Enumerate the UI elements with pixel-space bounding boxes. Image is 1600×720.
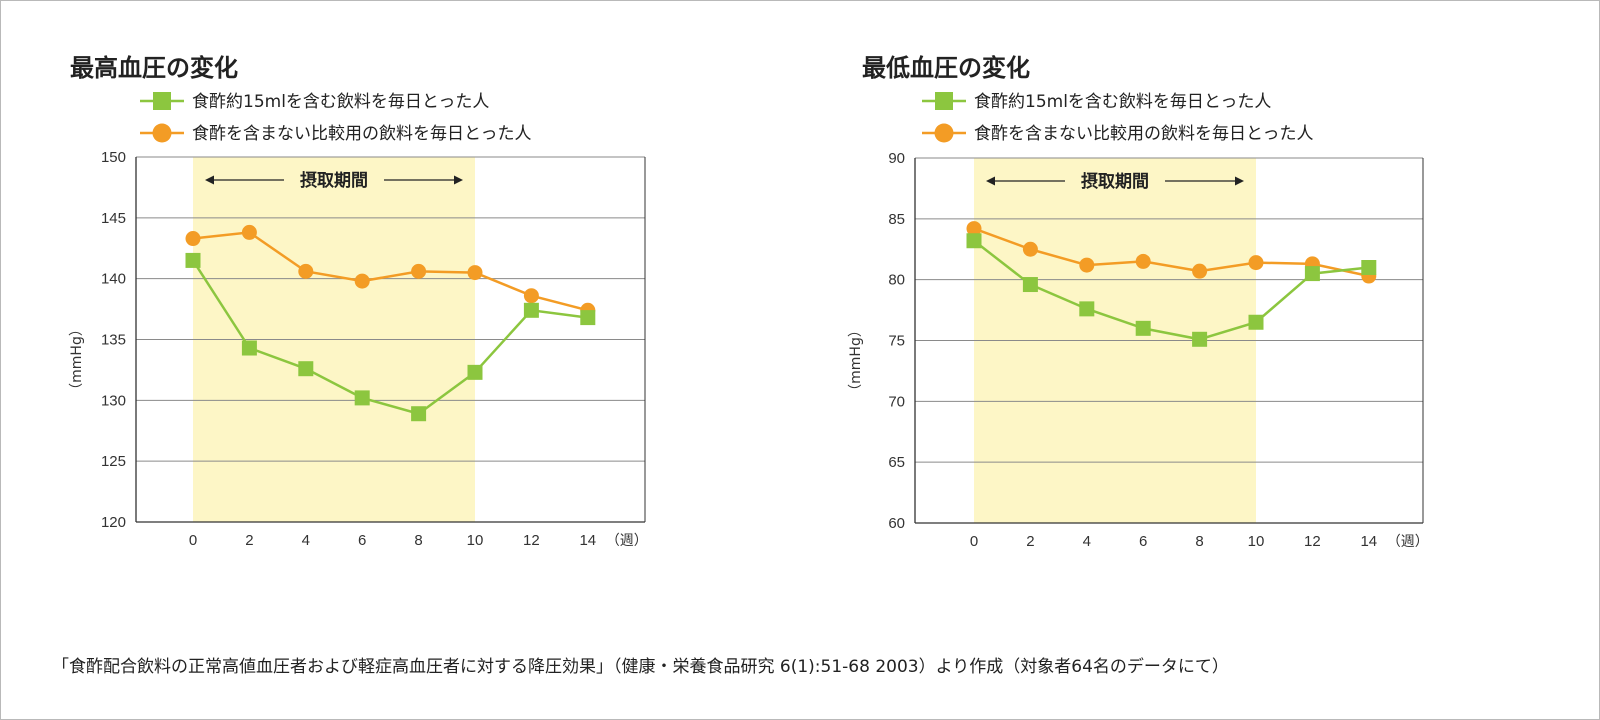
data-point-square [1079,301,1095,317]
data-point-circle [1079,257,1095,273]
x-tick-label: 0 [970,533,978,550]
series-vinegar [185,252,596,422]
series-control [966,221,1377,284]
x-tick-label: 2 [245,532,253,549]
intake-period-annotation: 摂取期間 [205,170,463,191]
data-point-circle [354,273,370,289]
chart-1: 最高血圧の変化食酢約15mlを含む飲料を毎日とった人食酢を含まない比較用の飲料を… [69,54,648,549]
source-footnote: 「食酢配合飲料の正常高値血圧者および軽症高血圧者に対する降圧効果」（健康・栄養食… [52,657,1229,677]
x-tick-label: 14 [579,532,596,549]
data-point-circle [1022,241,1038,257]
x-tick-label: 4 [302,532,310,549]
x-tick-label: 8 [414,532,422,549]
series-line [973,227,1370,278]
x-tick-label: 10 [467,532,484,549]
legend-circle-marker [152,123,172,143]
data-point-circle [1135,253,1151,269]
y-tick-label: 75 [888,333,905,350]
data-point-circle [1192,263,1208,279]
data-point-square [1304,266,1320,282]
legend-label: 食酢を含まない比較用の飲料を毎日とった人 [974,124,1314,144]
y-tick-label: 65 [888,454,905,471]
y-tick-label: 120 [101,514,126,531]
x-tick-label: 6 [1139,533,1147,550]
data-point-square [1022,277,1038,293]
x-tick-label: 8 [1195,533,1203,550]
data-point-square [966,233,982,249]
y-axis-label: （mmHg） [848,323,864,398]
data-point-square [185,252,201,268]
y-tick-label: 125 [101,453,126,470]
arrow-left-icon [205,175,214,185]
x-tick-label: 2 [1026,533,1034,550]
data-point-circle [241,224,257,240]
data-point-square [580,310,596,326]
x-tick-label: 0 [189,532,197,549]
arrow-right-icon [454,175,463,185]
legend-square-marker [153,92,171,110]
arrow-left-icon [986,176,995,186]
data-point-square [241,340,257,356]
intake-period-annotation: 摂取期間 [986,171,1244,192]
legend-entry-2: 食酢を含まない比較用の飲料を毎日とった人 [140,123,532,144]
data-point-square [523,302,539,318]
x-tick-label: 6 [358,532,366,549]
y-tick-label: 135 [101,332,126,349]
y-tick-label: 150 [101,149,126,166]
legend-square-marker [935,92,953,110]
y-tick-label: 90 [888,150,905,167]
arrow-right-icon [1235,176,1244,186]
y-tick-label: 85 [888,211,905,228]
data-point-square [1361,260,1377,275]
x-axis-unit: （週） [606,533,648,549]
series-vinegar [966,233,1377,347]
chart-2: 最低血圧の変化食酢約15mlを含む飲料を毎日とった人食酢を含まない比較用の飲料を… [848,54,1429,550]
x-tick-label: 14 [1360,533,1377,550]
intake-period-label: 摂取期間 [1081,171,1149,192]
series-line [973,239,1369,341]
legend-label: 食酢約15mlを含む飲料を毎日とった人 [192,92,489,112]
legend-circle-marker [934,123,954,143]
data-point-square [298,361,314,377]
y-tick-label: 145 [101,210,126,227]
y-tick-label: 140 [101,271,126,288]
chart-title: 最高血圧の変化 [70,54,238,82]
data-point-square [354,390,370,406]
x-tick-label: 4 [1083,533,1091,550]
data-point-circle [298,263,314,279]
series-line [191,259,588,416]
chart-title: 最低血圧の変化 [862,54,1030,82]
y-tick-label: 60 [888,515,905,532]
legend-entry-2: 食酢を含まない比較用の飲料を毎日とった人 [922,123,1314,144]
y-axis-label: （mmHg） [69,322,85,397]
legend-entry-1: 食酢約15mlを含む飲料を毎日とった人 [922,92,1271,112]
data-point-square [1248,314,1264,330]
x-axis-unit: （週） [1387,534,1429,550]
x-tick-label: 12 [523,532,540,549]
legend-label: 食酢約15mlを含む飲料を毎日とった人 [974,92,1271,112]
data-point-circle [1248,255,1264,271]
data-point-square [1135,320,1151,336]
y-tick-label: 130 [101,392,126,409]
data-point-square [411,406,427,422]
data-point-square [467,364,483,380]
legend-entry-1: 食酢約15mlを含む飲料を毎日とった人 [140,92,489,112]
x-tick-label: 12 [1304,533,1321,550]
series-line [192,231,589,312]
x-tick-label: 10 [1248,533,1265,550]
data-point-circle [467,265,483,281]
y-tick-label: 70 [888,393,905,410]
data-point-square [1192,331,1208,347]
y-tick-label: 80 [888,272,905,289]
legend-label: 食酢を含まない比較用の飲料を毎日とった人 [192,124,532,144]
data-point-circle [523,288,539,304]
data-point-circle [966,221,982,237]
intake-period-label: 摂取期間 [300,170,368,191]
data-point-circle [411,263,427,279]
data-point-circle [185,231,201,247]
